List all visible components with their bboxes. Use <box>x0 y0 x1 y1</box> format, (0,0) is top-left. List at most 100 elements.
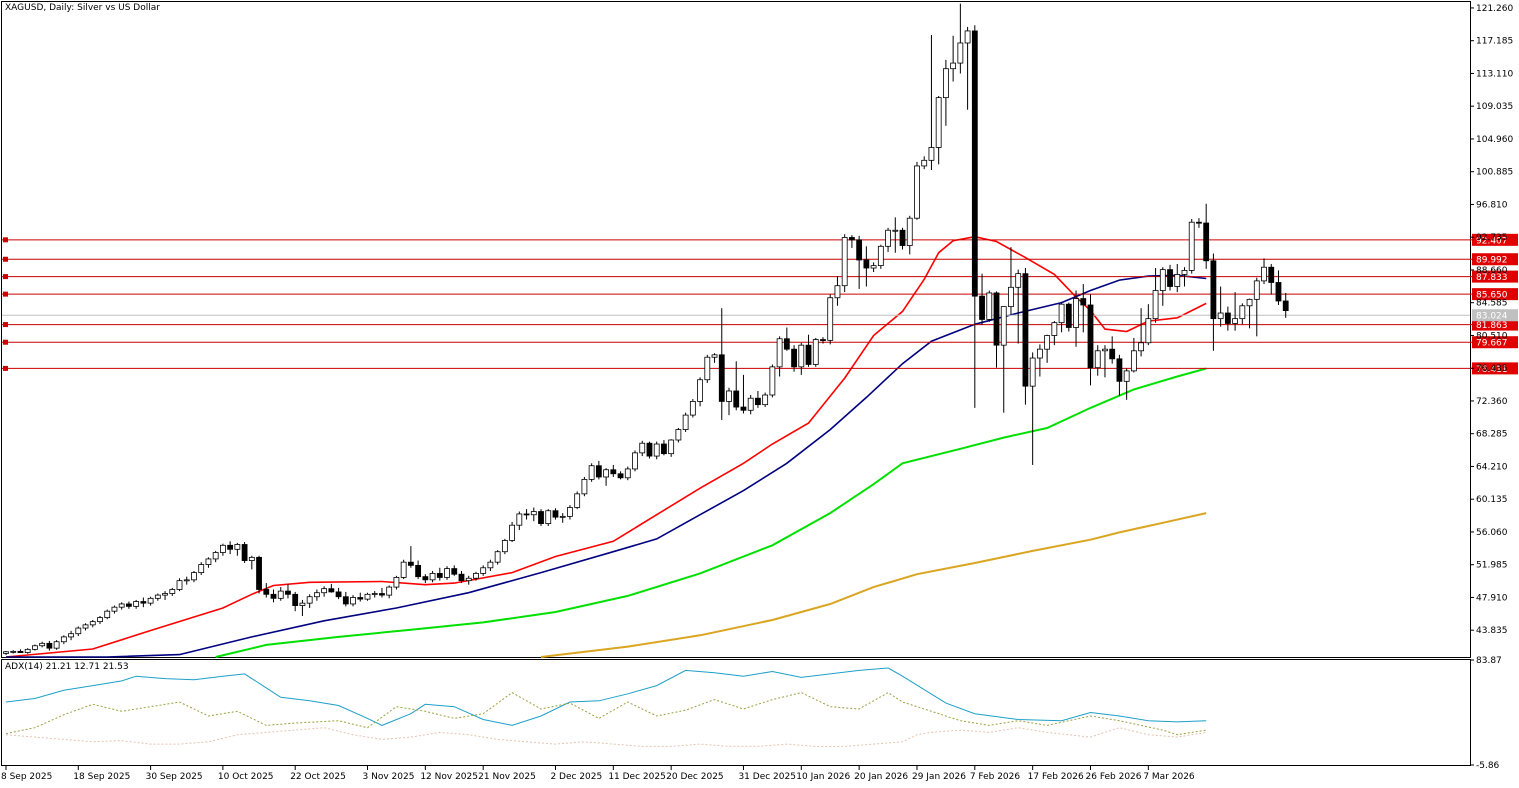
price-tick-label: 96.810 <box>1476 200 1508 210</box>
price-tick-label: 104.960 <box>1476 135 1513 145</box>
candle-down <box>856 239 863 261</box>
candle-up <box>1217 312 1224 320</box>
candle-up <box>1174 274 1181 287</box>
candle-up <box>277 590 284 599</box>
level-label-bg <box>1472 336 1518 349</box>
candle-down <box>805 344 812 365</box>
candle-up <box>53 641 60 649</box>
candle-up <box>1015 273 1022 288</box>
candle-up <box>827 297 834 341</box>
candle-down <box>1167 269 1173 287</box>
level-label-bg <box>1472 270 1518 283</box>
level-label-bg <box>1472 288 1518 301</box>
level-label-bg <box>1472 362 1518 375</box>
candle-down <box>820 339 826 341</box>
level-handle <box>3 365 8 371</box>
price-tick-label: 47.910 <box>1476 593 1508 603</box>
candle-up <box>176 580 183 590</box>
price-tick-label: 64.210 <box>1476 462 1508 472</box>
candle-up <box>321 588 328 594</box>
candle-up <box>726 390 732 402</box>
candle-down <box>407 561 414 566</box>
candle-up <box>682 414 689 430</box>
candle-up <box>89 621 96 626</box>
candle-down <box>1080 298 1087 306</box>
candle-up <box>162 593 168 596</box>
candle-down <box>733 390 740 408</box>
candle-up <box>111 606 118 612</box>
time-tick-label: 8 Sep 2025 <box>1 772 52 782</box>
candle-up <box>1246 298 1253 307</box>
ma_slow-line <box>215 367 1207 658</box>
candle-up <box>812 339 819 365</box>
candle-up <box>574 493 581 508</box>
candle-up <box>668 439 675 455</box>
candle-up <box>234 544 241 550</box>
candle-up <box>212 552 219 560</box>
candle-up <box>248 556 255 561</box>
candle-up <box>567 507 573 517</box>
price-tick-label: 113.110 <box>1476 69 1513 79</box>
candle-up <box>632 452 638 470</box>
candle-up <box>68 633 74 638</box>
candle-up <box>1036 348 1043 359</box>
candle-up <box>1044 335 1051 350</box>
horizontal-levels: 92.407 89.992 87.833 85.650 81.863 79.667 76.4… <box>2 233 1518 375</box>
candle-down <box>292 593 299 606</box>
candle-up <box>776 338 783 368</box>
time-tick-label: 21 Nov 2025 <box>478 772 536 782</box>
candle-up <box>1123 370 1130 382</box>
candle-up <box>1239 305 1246 320</box>
candle-down <box>661 443 667 455</box>
indicator-pane-border <box>1 659 1471 766</box>
time-tick-label: 10 Jan 2026 <box>796 772 850 782</box>
candle-up <box>1000 306 1007 346</box>
time-tick-label: 3 Nov 2025 <box>363 772 415 782</box>
candle-down <box>971 30 978 297</box>
level-label-bg <box>1472 253 1518 266</box>
candle-down <box>256 556 262 590</box>
price-tick-label: 100.885 <box>1476 168 1513 178</box>
time-tick-label: 29 Jan 2026 <box>912 772 966 782</box>
candle-up <box>313 592 320 598</box>
candle-down <box>1022 273 1029 387</box>
candle-down <box>263 589 270 595</box>
candle-up <box>400 561 407 578</box>
candle-up <box>473 573 479 579</box>
price-tick-label: 51.985 <box>1476 561 1508 571</box>
current-price-label-bg <box>1472 309 1518 322</box>
candle-up <box>870 265 877 269</box>
adx-axis: 83.87 -5.86 <box>1470 656 1502 771</box>
candle-up <box>1152 290 1159 320</box>
level-handle <box>3 291 8 297</box>
candle-up <box>191 572 197 581</box>
candle-up <box>906 217 913 246</box>
level-label: 85.650 <box>1476 291 1508 301</box>
time-tick-label: 30 Sep 2025 <box>146 772 203 782</box>
candle-up <box>494 551 501 563</box>
candle-up <box>147 597 154 604</box>
candles <box>3 3 1289 655</box>
candle-down <box>335 591 342 598</box>
chart-title: XAGUSD, Daily: Silver vs US Dollar <box>5 3 160 13</box>
time-tick-label: 11 Dec 2025 <box>608 772 666 782</box>
time-tick-label: 10 Oct 2025 <box>218 772 274 782</box>
candle-down <box>523 513 530 516</box>
time-tick-label: 12 Nov 2025 <box>420 772 478 782</box>
level-label: 92.407 <box>1476 236 1508 246</box>
candle-up <box>747 397 754 411</box>
candle-up <box>1008 286 1014 307</box>
candle-up <box>299 602 306 606</box>
candle-down <box>740 406 747 411</box>
candle-down <box>1087 304 1094 369</box>
candle-up <box>545 510 552 524</box>
level-label-bg <box>1472 318 1518 331</box>
candle-down <box>1109 348 1116 360</box>
candle-up <box>1145 318 1152 344</box>
candle-up <box>624 468 631 479</box>
adx-tick-label: 83.87 <box>1476 656 1502 666</box>
candle-down <box>285 590 291 595</box>
level-label: 87.833 <box>1476 273 1508 283</box>
